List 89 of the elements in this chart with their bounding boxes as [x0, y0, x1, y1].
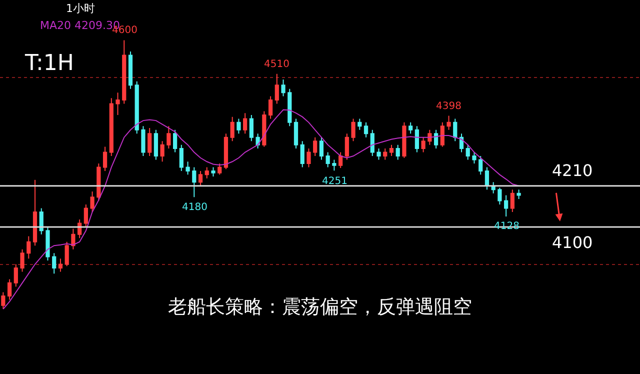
candlestick — [268, 96, 273, 120]
annotation: 4398 — [436, 101, 462, 112]
annotation: 1小时 — [66, 2, 95, 15]
candlestick — [90, 190, 94, 213]
candlestick — [192, 166, 196, 198]
candlestick — [179, 144, 184, 172]
candlestick — [344, 133, 349, 160]
candlestick — [364, 122, 368, 138]
candlestick — [504, 194, 508, 217]
annotation: 4180 — [182, 202, 208, 213]
annotation: 老船长策略：震荡偏空，反弹遇阻空 — [168, 296, 472, 318]
candlestick — [71, 228, 76, 250]
candlestick — [274, 73, 279, 104]
candlestick — [26, 236, 31, 260]
candlestick — [358, 118, 362, 130]
candlestick — [428, 129, 432, 146]
candlestick — [166, 126, 171, 150]
candlestick — [484, 166, 490, 190]
candlestick — [7, 278, 12, 300]
candlestick — [294, 118, 298, 150]
candlestick — [39, 208, 44, 235]
candlestick — [351, 118, 356, 142]
candlestick — [102, 146, 108, 172]
candlestick — [249, 114, 254, 142]
candlestick — [421, 136, 426, 153]
candlestick — [32, 179, 38, 246]
annotation: 4251 — [322, 176, 348, 187]
annotation: T:1H — [24, 51, 74, 76]
candlestick — [466, 144, 470, 160]
candlestick — [319, 136, 324, 160]
ref-line-label: 4100 — [552, 233, 593, 252]
candlestick — [306, 148, 311, 168]
candlestick — [376, 148, 381, 160]
candlestick — [446, 115, 451, 130]
candlestick — [402, 122, 406, 158]
candlestick — [478, 156, 483, 176]
candlestick — [230, 116, 234, 142]
candlestick — [154, 129, 158, 160]
candlestick — [173, 129, 178, 153]
candlestick — [46, 226, 50, 262]
candlestick — [96, 162, 101, 202]
candlestick — [338, 152, 343, 168]
candlestick — [198, 170, 203, 186]
candlestick — [440, 122, 444, 148]
candlestick — [383, 148, 388, 160]
candlestick — [160, 140, 164, 162]
candlestick — [148, 128, 152, 157]
candlestick — [52, 252, 56, 274]
candlestick — [218, 162, 222, 176]
candlestick — [516, 189, 521, 200]
candlestick — [262, 110, 266, 148]
candlestick — [408, 122, 413, 134]
candlestick — [64, 241, 69, 267]
candlestick — [389, 144, 394, 157]
candlestick — [243, 112, 248, 134]
candlestick — [288, 88, 292, 127]
candlestick — [224, 133, 228, 170]
annotation: 4510 — [264, 59, 290, 70]
candlestick — [211, 166, 216, 178]
candlestick — [370, 129, 374, 157]
candlestick — [472, 152, 476, 164]
candlestick — [510, 189, 514, 213]
candlestick — [141, 126, 146, 157]
candlestick — [58, 258, 63, 272]
candlestick — [459, 133, 464, 153]
candlestick — [453, 118, 458, 142]
candlestick — [236, 118, 241, 134]
candlestick — [116, 92, 120, 116]
candlestick — [414, 126, 420, 153]
candlestick — [20, 248, 24, 272]
candlestick — [128, 51, 133, 90]
candlestick — [109, 98, 114, 157]
ref-line-label: 4210 — [552, 161, 593, 180]
candlestick — [186, 161, 190, 176]
candlestick — [256, 133, 260, 150]
candlestick — [1, 292, 6, 310]
candlestick — [281, 79, 286, 97]
candlestick — [14, 264, 18, 288]
candlestick — [498, 187, 502, 206]
candlestick — [434, 129, 438, 150]
candlestick — [122, 40, 126, 104]
candlestick — [332, 159, 336, 172]
candlestick — [204, 166, 209, 179]
candlestick — [396, 144, 400, 160]
candlestick — [326, 152, 330, 168]
candlestick — [134, 80, 139, 134]
candlestick — [84, 204, 88, 228]
candlestick — [313, 136, 318, 157]
candlestick — [300, 140, 304, 168]
